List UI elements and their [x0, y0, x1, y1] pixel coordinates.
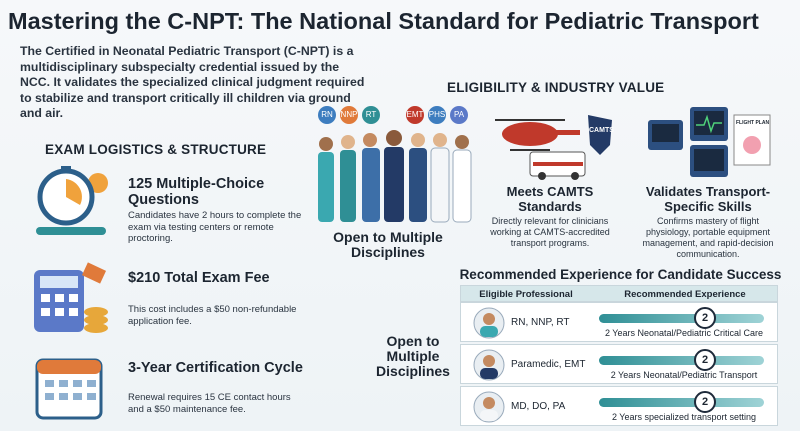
column-header: Recommended Experience — [624, 289, 746, 300]
fee-icon — [34, 262, 108, 333]
experience-title: Recommended Experience for Candidate Suc… — [459, 267, 782, 282]
badge: PHS — [428, 106, 446, 124]
item-title: $210 Total Exam Fee — [128, 270, 270, 286]
avatar-icon — [473, 391, 505, 423]
item-text: Candidates have 2 hours to complete the … — [128, 210, 302, 244]
badge: NNP — [340, 106, 358, 124]
badges: RN NNP RT EMT PHS PA — [318, 106, 478, 124]
item-title: 3-Year Certification Cycle — [128, 360, 303, 376]
table-row: RN, NNP, RT 2 2 Years Neonatal/Pediatric… — [460, 302, 778, 342]
professional: RN, NNP, RT — [511, 317, 570, 328]
card-title: Open to Multiple Disciplines — [333, 229, 443, 260]
professional: MD, DO, PA — [511, 401, 566, 412]
progress-bar — [599, 398, 764, 407]
years-marker: 2 — [694, 307, 716, 329]
item-text: Renewal requires 15 CE contact hours and… — [128, 392, 291, 415]
experience: 2 Years specialized transport setting — [611, 412, 757, 422]
section-heading: EXAM LOGISTICS & STRUCTURE — [45, 142, 267, 157]
badge-text: CAMTS — [589, 127, 614, 134]
card-title: Meets CAMTS Standards — [506, 184, 594, 214]
calendar-icon — [35, 358, 103, 420]
title: Mastering the C-NPT: The National Standa… — [8, 8, 759, 34]
transport-illustration — [495, 115, 612, 180]
progress-bar — [599, 356, 764, 365]
card-text: Confirms mastery of flight physiology, p… — [642, 216, 774, 259]
years-marker: 2 — [694, 349, 716, 371]
flight-plan-label: FLIGHT PLAN — [736, 120, 770, 126]
badge: EMT — [406, 106, 424, 124]
item-title: 125 Multiple-Choice Questions — [128, 176, 265, 208]
badge: PA — [450, 106, 468, 124]
intro: The Certified in Neonatal Pediatric Tran… — [20, 44, 365, 120]
avatar-icon — [473, 349, 505, 381]
card-text: Directly relevant for clinicians working… — [490, 216, 610, 248]
table-header: Eligible Professional Recommended Experi… — [460, 285, 778, 302]
side-label: Open to Multiple Disciplines — [376, 333, 450, 379]
progress-bar — [599, 314, 764, 323]
table-row: MD, DO, PA 2 2 Years specialized transpo… — [460, 386, 778, 426]
badge: RT — [362, 106, 380, 124]
years-marker: 2 — [694, 391, 716, 413]
section-heading: ELIGIBILITY & INDUSTRY VALUE — [447, 80, 665, 95]
professional: Paramedic, EMT — [511, 359, 586, 370]
item-text: This cost includes a $50 non-refundable … — [128, 304, 297, 327]
card-title: Validates Transport-Specific Skills — [645, 184, 771, 214]
avatar-icon — [473, 307, 505, 339]
experience: 2 Years Neonatal/Pediatric Critical Care — [604, 328, 764, 338]
badge: RN — [318, 106, 336, 124]
people-illustration — [318, 130, 472, 223]
stopwatch-icon — [36, 166, 108, 235]
column-header: Eligible Professional — [479, 289, 573, 300]
equipment-illustration — [648, 107, 771, 177]
experience: 2 Years Neonatal/Pediatric Transport — [610, 370, 758, 380]
table-row: Paramedic, EMT 2 2 Years Neonatal/Pediat… — [460, 344, 778, 384]
